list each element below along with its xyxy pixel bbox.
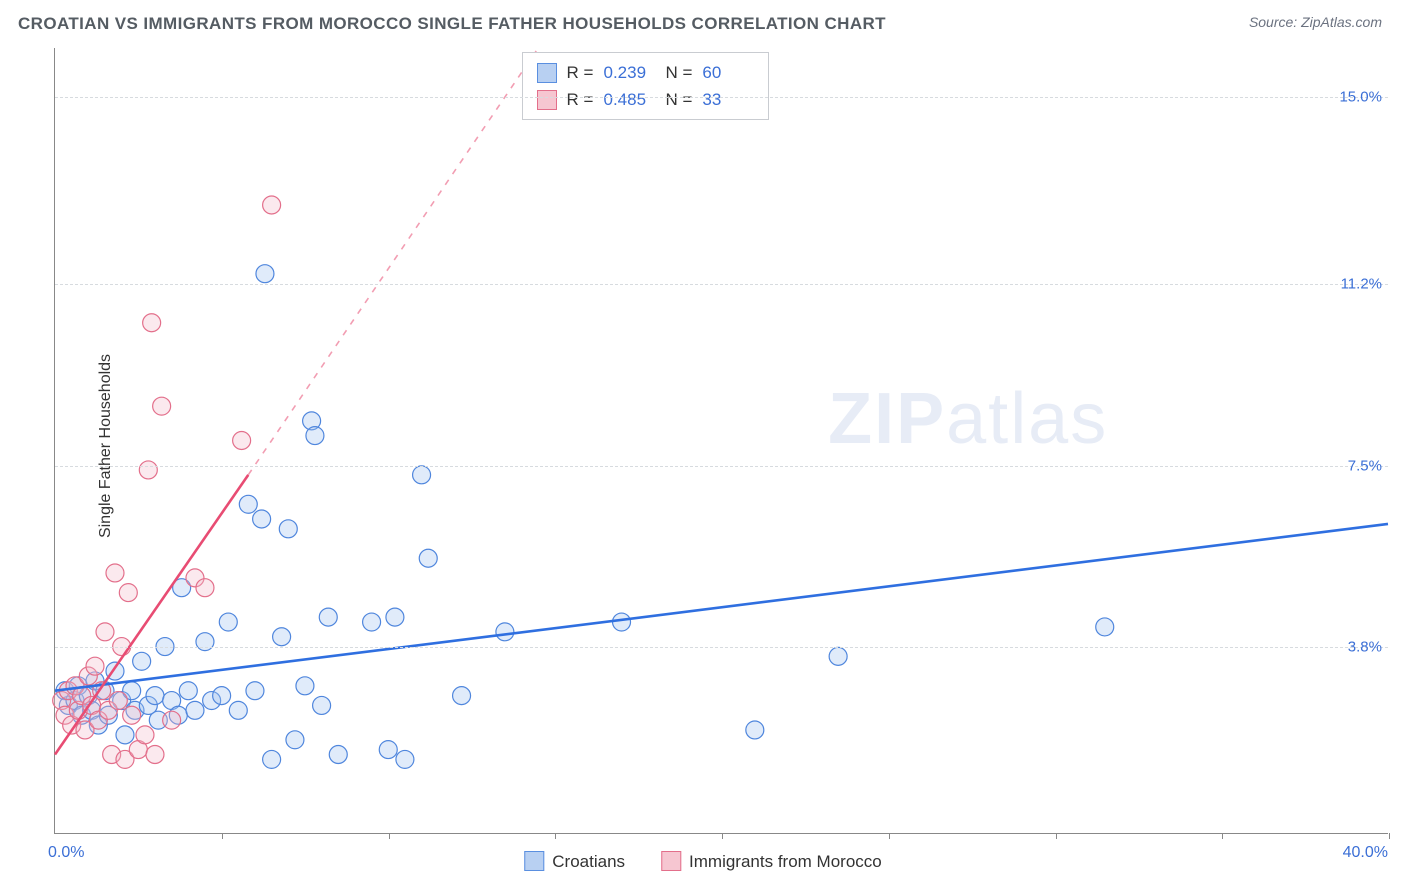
data-point bbox=[419, 549, 437, 567]
legend-swatch bbox=[524, 851, 544, 871]
chart-container: CROATIAN VS IMMIGRANTS FROM MOROCCO SING… bbox=[0, 0, 1406, 892]
plot-area: ZIPatlas R =0.239N =60R =0.485N =33 3.8%… bbox=[54, 48, 1388, 834]
legend-label: Croatians bbox=[552, 852, 625, 871]
data-point bbox=[246, 682, 264, 700]
data-point bbox=[253, 510, 271, 528]
stats-swatch bbox=[537, 90, 557, 110]
data-point bbox=[279, 520, 297, 538]
y-tick-label: 11.2% bbox=[1341, 275, 1382, 292]
legend-item: Immigrants from Morocco bbox=[661, 851, 882, 872]
x-tick bbox=[1056, 833, 1057, 839]
data-point bbox=[116, 726, 134, 744]
data-point bbox=[86, 657, 104, 675]
stats-row: R = 0.485 N = 33 bbox=[537, 86, 755, 113]
gridline-horizontal bbox=[55, 284, 1388, 285]
x-tick bbox=[1222, 833, 1223, 839]
stats-n-value: 33 bbox=[702, 86, 754, 113]
data-point bbox=[453, 687, 471, 705]
scatter-plot-svg bbox=[55, 48, 1388, 833]
data-point bbox=[263, 750, 281, 768]
y-tick-label: 3.8% bbox=[1348, 639, 1382, 656]
x-tick bbox=[889, 833, 890, 839]
data-point bbox=[613, 613, 631, 631]
data-point bbox=[233, 432, 251, 450]
data-point bbox=[143, 314, 161, 332]
legend-label: Immigrants from Morocco bbox=[689, 852, 882, 871]
x-tick bbox=[722, 833, 723, 839]
data-point bbox=[296, 677, 314, 695]
legend: Croatians Immigrants from Morocco bbox=[524, 851, 881, 872]
x-tick bbox=[389, 833, 390, 839]
data-point bbox=[386, 608, 404, 626]
stats-r-value: 0.239 bbox=[603, 59, 655, 86]
trend-line bbox=[55, 524, 1388, 691]
data-point bbox=[329, 746, 347, 764]
data-point bbox=[379, 741, 397, 759]
source-prefix: Source: bbox=[1249, 14, 1301, 30]
data-point bbox=[123, 706, 141, 724]
data-point bbox=[273, 628, 291, 646]
x-axis-max-label: 40.0% bbox=[1343, 844, 1388, 862]
data-point bbox=[319, 608, 337, 626]
data-point bbox=[146, 687, 164, 705]
data-point bbox=[136, 726, 154, 744]
data-point bbox=[363, 613, 381, 631]
data-point bbox=[313, 696, 331, 714]
data-point bbox=[239, 495, 257, 513]
legend-swatch bbox=[661, 851, 681, 871]
data-point bbox=[196, 579, 214, 597]
stats-r-label: R = bbox=[567, 86, 594, 113]
data-point bbox=[109, 692, 127, 710]
source-name: ZipAtlas.com bbox=[1301, 14, 1382, 30]
data-point bbox=[396, 750, 414, 768]
stats-swatch bbox=[537, 63, 557, 83]
x-axis-min-label: 0.0% bbox=[48, 844, 84, 862]
correlation-stats-box: R = 0.239 N = 60 R = 0.485 N = 33 bbox=[522, 52, 770, 120]
x-tick bbox=[222, 833, 223, 839]
data-point bbox=[286, 731, 304, 749]
data-point bbox=[146, 746, 164, 764]
data-point bbox=[163, 711, 181, 729]
data-point bbox=[213, 687, 231, 705]
trend-line-extrapolated bbox=[248, 48, 538, 475]
stats-r-value: 0.485 bbox=[603, 86, 655, 113]
data-point bbox=[139, 461, 157, 479]
stats-r-label: R = bbox=[567, 59, 594, 86]
data-point bbox=[186, 701, 204, 719]
stats-n-label: N = bbox=[665, 86, 692, 113]
chart-title: CROATIAN VS IMMIGRANTS FROM MOROCCO SING… bbox=[18, 14, 886, 34]
data-point bbox=[256, 265, 274, 283]
y-tick-label: 15.0% bbox=[1339, 89, 1382, 106]
data-point bbox=[746, 721, 764, 739]
header-row: CROATIAN VS IMMIGRANTS FROM MOROCCO SING… bbox=[0, 0, 1406, 34]
stats-n-value: 60 bbox=[702, 59, 754, 86]
data-point bbox=[96, 623, 114, 641]
data-point bbox=[133, 652, 151, 670]
source-attribution: Source: ZipAtlas.com bbox=[1249, 14, 1382, 30]
data-point bbox=[179, 682, 197, 700]
stats-n-label: N = bbox=[665, 59, 692, 86]
data-point bbox=[413, 466, 431, 484]
data-point bbox=[119, 584, 137, 602]
gridline-horizontal bbox=[55, 97, 1388, 98]
gridline-horizontal bbox=[55, 647, 1388, 648]
stats-row: R = 0.239 N = 60 bbox=[537, 59, 755, 86]
data-point bbox=[219, 613, 237, 631]
y-tick-label: 7.5% bbox=[1348, 457, 1382, 474]
x-tick bbox=[1389, 833, 1390, 839]
data-point bbox=[306, 427, 324, 445]
data-point bbox=[1096, 618, 1114, 636]
legend-item: Croatians bbox=[524, 851, 625, 872]
data-point bbox=[229, 701, 247, 719]
data-point bbox=[263, 196, 281, 214]
data-point bbox=[829, 647, 847, 665]
data-point bbox=[106, 564, 124, 582]
data-point bbox=[153, 397, 171, 415]
x-tick bbox=[555, 833, 556, 839]
data-point bbox=[496, 623, 514, 641]
gridline-horizontal bbox=[55, 466, 1388, 467]
